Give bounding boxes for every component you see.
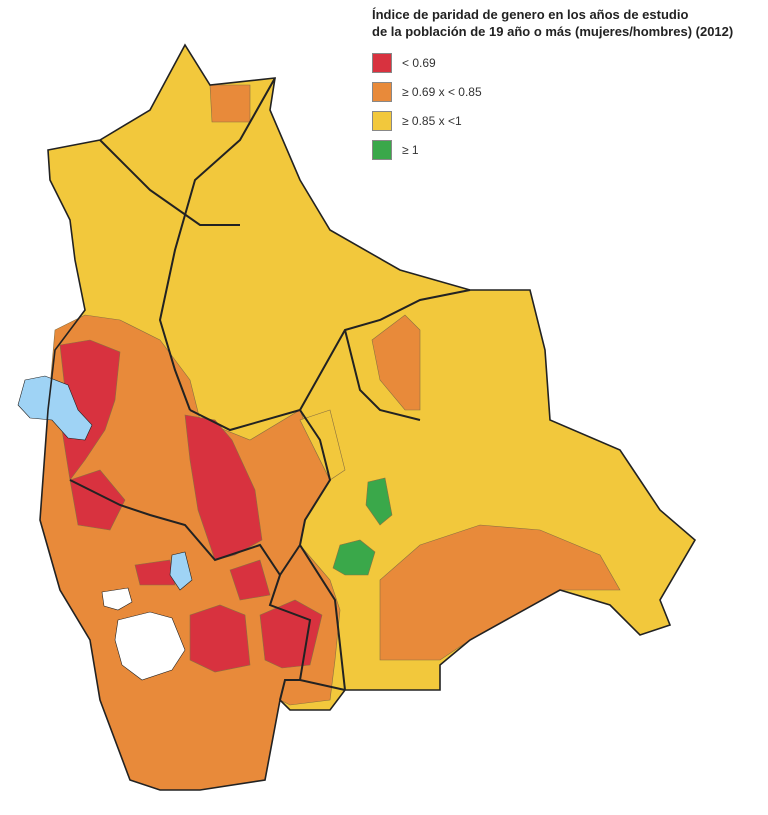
legend-label: ≥ 0.69 x < 0.85 [402,84,482,99]
department-borders [69,77,471,701]
salar-coipasa [101,587,133,611]
region-red-potosi [189,604,251,673]
region-red-small [134,559,176,586]
region-red-oruro [69,469,126,531]
salar-uyuni [114,611,186,681]
region-red-central [229,559,271,601]
region-orange-beni [371,314,421,411]
legend-item-yellow: ≥ 0.85 x <1 [372,106,733,135]
legend-swatch-green [372,139,392,160]
region-green-2 [332,539,376,576]
legend-item-orange: ≥ 0.69 x < 0.85 [372,77,733,106]
legend-label: ≥ 0.85 x <1 [402,113,462,128]
region-orange-pando [209,84,251,123]
legend-label: < 0.69 [402,55,436,70]
legend-swatch-red [372,52,392,73]
legend-label: ≥ 1 [402,142,419,157]
country-outline [39,43,697,791]
region-green-1 [365,477,393,526]
legend-item-red: < 0.69 [372,48,733,77]
map-legend: Índice de paridad de genero en los años … [372,6,733,164]
legend-title-line2: de la población de 19 año o más (mujeres… [372,24,734,39]
lake-poopo [169,551,193,591]
legend-swatch-yellow [372,110,392,131]
legend-title-line1: Índice de paridad de genero en los años … [372,7,689,22]
legend-swatch-orange [372,81,392,102]
region-red-chuquisaca [259,599,323,669]
region-orange-east [379,524,621,661]
legend-item-green: ≥ 1 [372,135,733,164]
lake-titicaca [17,375,93,441]
region-red-cochabamba [184,414,263,561]
